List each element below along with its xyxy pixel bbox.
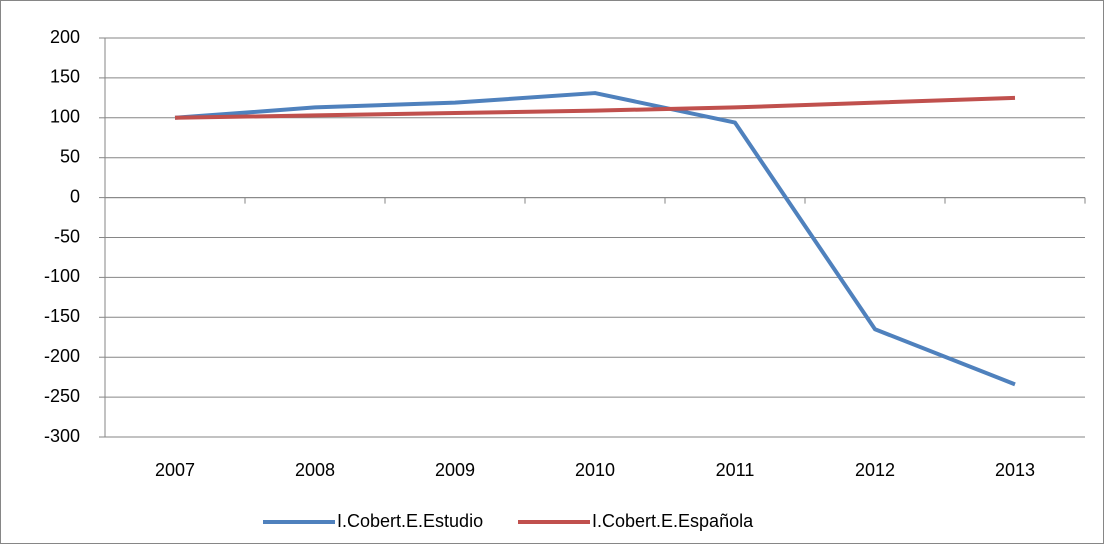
x-tick-label: 2007 <box>155 460 195 480</box>
x-tick-label: 2013 <box>995 460 1035 480</box>
y-tick-label: -150 <box>44 306 80 326</box>
legend-label: I.Cobert.E.Estudio <box>337 511 483 531</box>
y-tick-label: -300 <box>44 426 80 446</box>
legend-label: I.Cobert.E.Española <box>592 511 754 531</box>
y-tick-label: -200 <box>44 346 80 366</box>
x-tick-label: 2011 <box>716 460 755 480</box>
series-line <box>174 95 1016 120</box>
y-tick-label: 200 <box>50 27 80 47</box>
y-tick-label: 50 <box>60 146 80 166</box>
y-tick-label: 100 <box>50 107 80 127</box>
y-tick-label: 0 <box>70 186 80 206</box>
y-tick-label: 150 <box>50 67 80 87</box>
x-tick-label: 2010 <box>575 460 615 480</box>
y-tick-label: -100 <box>44 266 80 286</box>
y-tick-label: -250 <box>44 386 80 406</box>
x-tick-label: 2009 <box>435 460 475 480</box>
x-tick-label: 2008 <box>295 460 335 480</box>
series-line <box>174 91 1016 387</box>
x-tick-label: 2012 <box>855 460 895 480</box>
y-tick-label: -50 <box>54 226 80 246</box>
